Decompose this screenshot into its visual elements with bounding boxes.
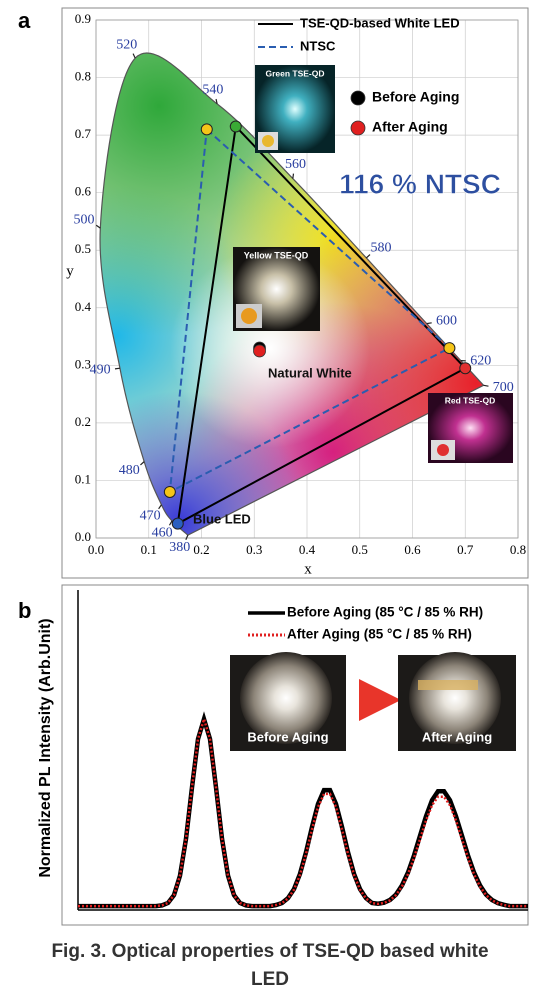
wavelength-label: 480 bbox=[119, 463, 140, 478]
wavelength-label: 580 bbox=[370, 241, 391, 256]
vertex-marker bbox=[460, 363, 471, 374]
caption: Fig. 3. Optical properties of TSE-QD bas… bbox=[40, 938, 500, 994]
legend-label: NTSC bbox=[300, 38, 336, 53]
photo-label: Before Aging bbox=[247, 729, 328, 744]
y-axis-label: y bbox=[66, 263, 74, 279]
vertex-marker bbox=[201, 124, 212, 135]
y-tick-label: 0.6 bbox=[75, 184, 92, 199]
legend-label: Before Aging (85 °C / 85 % RH) bbox=[287, 605, 483, 620]
panel-label: a bbox=[18, 8, 31, 33]
locus-tick bbox=[293, 174, 294, 179]
wavelength-label: 490 bbox=[90, 362, 111, 377]
locus-tick bbox=[366, 255, 370, 258]
legend-label: After Aging bbox=[372, 119, 448, 135]
legend-swatch bbox=[351, 91, 365, 105]
point bbox=[254, 345, 266, 357]
wavelength-label: 540 bbox=[202, 82, 223, 97]
panel-label: b bbox=[18, 598, 31, 623]
locus-tick bbox=[186, 535, 188, 540]
x-tick-label: 0.7 bbox=[457, 542, 474, 557]
locus-tick bbox=[140, 462, 144, 465]
y-tick-label: 0.2 bbox=[75, 414, 91, 429]
y-tick-label: 0.0 bbox=[75, 529, 91, 544]
panel-b: b Normalized PL Intensity (Arb.Unit) Bef… bbox=[18, 585, 528, 925]
x-axis-label: x bbox=[304, 561, 312, 577]
page: {"caption": "Fig. 3. Optical properties … bbox=[0, 0, 539, 997]
x-tick-label: 0.8 bbox=[510, 542, 526, 557]
vertex-marker bbox=[230, 121, 241, 132]
inset-yellow: Yellow TSE-QD bbox=[233, 247, 320, 331]
locus-tick bbox=[96, 225, 100, 228]
locus-tick bbox=[484, 385, 489, 386]
inset-label: Yellow TSE-QD bbox=[244, 250, 309, 260]
y-tick-label: 0.7 bbox=[75, 126, 92, 141]
inset-label: Green TSE-QD bbox=[265, 68, 324, 78]
marks: Before Aging (85 °C / 85 % RH) After Agin… bbox=[78, 605, 528, 907]
y-axis-label: Normalized PL Intensity (Arb.Unit) bbox=[37, 618, 54, 877]
figure: a 0.0 0.1 0.2 0.3 0.4 0.5 0.6 0.7 0.8 0.0 0.1 0.2 0.… bbox=[0, 0, 539, 997]
y-tick-label: 0.8 bbox=[75, 69, 91, 84]
wavelength-label: 560 bbox=[285, 157, 306, 172]
annotation: Blue LED bbox=[193, 511, 251, 526]
wavelength-label: 620 bbox=[470, 354, 491, 369]
wavelength-label: 470 bbox=[140, 508, 161, 523]
locus-tick bbox=[115, 368, 120, 369]
annotation: Natural White bbox=[268, 365, 352, 380]
y-tick-label: 0.4 bbox=[75, 299, 92, 314]
vertex-marker bbox=[444, 343, 455, 354]
inset-green: Green TSE-QD bbox=[255, 65, 335, 153]
inset-red: Red TSE-QD bbox=[428, 393, 513, 463]
y-tick-label: 0.5 bbox=[75, 241, 91, 256]
locus-tick bbox=[133, 54, 135, 59]
legend-swatch bbox=[351, 121, 365, 135]
y-tick-label: 0.3 bbox=[75, 356, 91, 371]
wavelength-label: 520 bbox=[116, 38, 137, 53]
y-tick-label: 0.1 bbox=[75, 471, 91, 486]
wavelength-label: 380 bbox=[169, 540, 190, 555]
wavelength-label: 600 bbox=[436, 314, 457, 329]
x-tick-label: 0.5 bbox=[352, 542, 368, 557]
legend-label: TSE-QD-based White LED bbox=[300, 15, 460, 30]
inset-label: Red TSE-QD bbox=[445, 395, 496, 405]
panel-a: a 0.0 0.1 0.2 0.3 0.4 0.5 0.6 0.7 0.8 0.0 0.1 0.2 0.… bbox=[0, 0, 539, 651]
wavelength-label: 500 bbox=[73, 212, 94, 227]
x-tick-label: 0.0 bbox=[88, 542, 104, 557]
legend-label: Before Aging bbox=[372, 89, 459, 105]
x-tick-label: 0.3 bbox=[246, 542, 262, 557]
wavelength-label: 700 bbox=[493, 380, 514, 395]
photo-before: Before Aging bbox=[230, 652, 346, 751]
vertex-marker bbox=[172, 518, 183, 529]
photo-after: After Aging bbox=[398, 652, 516, 751]
x-tick-label: 0.6 bbox=[404, 542, 421, 557]
photo-label: After Aging bbox=[422, 729, 492, 744]
wavelength-label: 460 bbox=[152, 525, 173, 540]
vertex-marker bbox=[164, 486, 175, 497]
locus-tick bbox=[427, 323, 432, 324]
y-tick-label: 0.9 bbox=[75, 11, 91, 26]
annotation: 116 % NTSC bbox=[339, 168, 501, 199]
x-tick-label: 0.2 bbox=[193, 542, 209, 557]
x-tick-label: 0.1 bbox=[141, 542, 157, 557]
x-tick-label: 0.4 bbox=[299, 542, 316, 557]
legend-label: After Aging (85 °C / 85 % RH) bbox=[287, 627, 472, 642]
